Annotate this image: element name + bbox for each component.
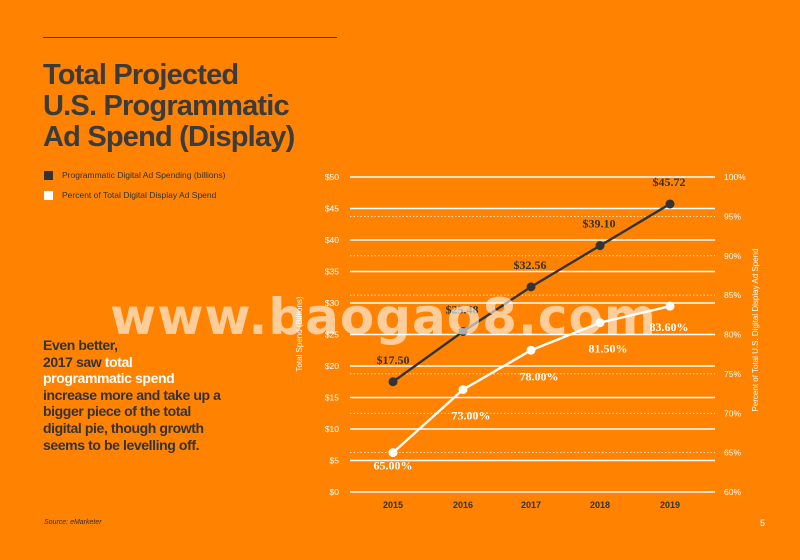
data-point-spend <box>595 241 605 251</box>
legend-swatch <box>44 170 53 180</box>
data-label-spend: $45.72 <box>653 175 686 189</box>
callout-before: Even better, 2017 saw <box>43 337 118 370</box>
y-tick-label: $50 <box>325 172 339 182</box>
data-point-spend <box>665 199 675 209</box>
callout-after: increase more and take up a bigger piece… <box>43 386 221 453</box>
data-point-spend <box>388 377 398 387</box>
y-tick-label: $5 <box>330 456 340 466</box>
x-tick-label: 2017 <box>521 500 541 510</box>
y-tick-label: $35 <box>325 267 339 277</box>
data-label-spend: $25.48 <box>446 302 479 316</box>
data-point-percent <box>595 318 605 328</box>
y2-tick-label: 95% <box>724 211 741 221</box>
y-axis-title: Total Spend (Billions) <box>295 296 304 371</box>
page-title: Total Projected U.S. Programmatic Ad Spe… <box>43 59 295 153</box>
page-number: 5 <box>760 518 766 528</box>
y2-tick-label: 100% <box>724 172 746 182</box>
legend-label: Percent of Total Digital Display Ad Spen… <box>62 190 217 200</box>
y2-tick-label: 60% <box>724 487 741 497</box>
y2-tick-label: 85% <box>724 290 741 300</box>
y-tick-label: $25 <box>325 330 339 340</box>
data-point-percent <box>458 385 468 395</box>
callout-highlight: total programmatic spend <box>43 353 175 387</box>
data-point-percent <box>665 301 675 311</box>
data-point-spend <box>526 282 536 292</box>
y-tick-label: $45 <box>325 204 339 214</box>
x-tick-label: 2015 <box>383 500 403 510</box>
watermark: www.baogao8.com <box>110 288 658 346</box>
data-point-percent <box>526 345 536 355</box>
y2-tick-label: 75% <box>724 369 741 379</box>
title-line: Total Projected <box>43 59 239 91</box>
x-tick-label: 2016 <box>453 500 473 510</box>
top-divider <box>43 37 337 38</box>
data-point-percent <box>388 448 398 458</box>
data-label-percent: 83.60% <box>650 320 689 334</box>
data-label-spend: $17.50 <box>377 353 410 367</box>
y-tick-label: $40 <box>325 235 339 245</box>
data-label-spend: $39.10 <box>583 217 616 231</box>
y2-axis-title: Percent of Total U.S. Digital Display Ad… <box>751 248 760 411</box>
y-tick-label: $15 <box>325 393 339 403</box>
chart-legend: Programmatic Digital Ad Spending (billio… <box>44 166 225 206</box>
y-tick-label: $30 <box>325 298 339 308</box>
x-tick-label: 2019 <box>660 500 680 510</box>
y2-tick-label: 80% <box>724 330 741 340</box>
y-tick-label: $0 <box>330 487 340 497</box>
title-line: Ad Spend (Display) <box>43 121 295 153</box>
data-label-spend: $32.56 <box>514 258 547 272</box>
y2-tick-label: 70% <box>724 408 741 418</box>
x-tick-label: 2018 <box>590 500 610 510</box>
callout-text: Even better, 2017 saw total programmatic… <box>43 337 223 453</box>
y2-tick-label: 65% <box>724 448 741 458</box>
legend-swatch <box>44 190 53 200</box>
y-tick-label: $10 <box>325 424 339 434</box>
data-label-percent: 65.00% <box>374 459 413 473</box>
data-label-percent: 81.50% <box>589 342 628 356</box>
y2-tick-label: 90% <box>724 251 741 261</box>
data-point-spend <box>458 326 468 336</box>
legend-item-spend: Programmatic Digital Ad Spending (billio… <box>44 166 225 184</box>
data-label-percent: 73.00% <box>452 409 491 423</box>
y-tick-label: $20 <box>325 361 339 371</box>
source-note: Source: eMarketer <box>44 519 102 526</box>
legend-item-percent: Percent of Total Digital Display Ad Spen… <box>44 186 225 204</box>
legend-label: Programmatic Digital Ad Spending (billio… <box>62 170 226 180</box>
title-line: U.S. Programmatic <box>43 90 290 122</box>
data-label-percent: 78.00% <box>520 369 559 383</box>
